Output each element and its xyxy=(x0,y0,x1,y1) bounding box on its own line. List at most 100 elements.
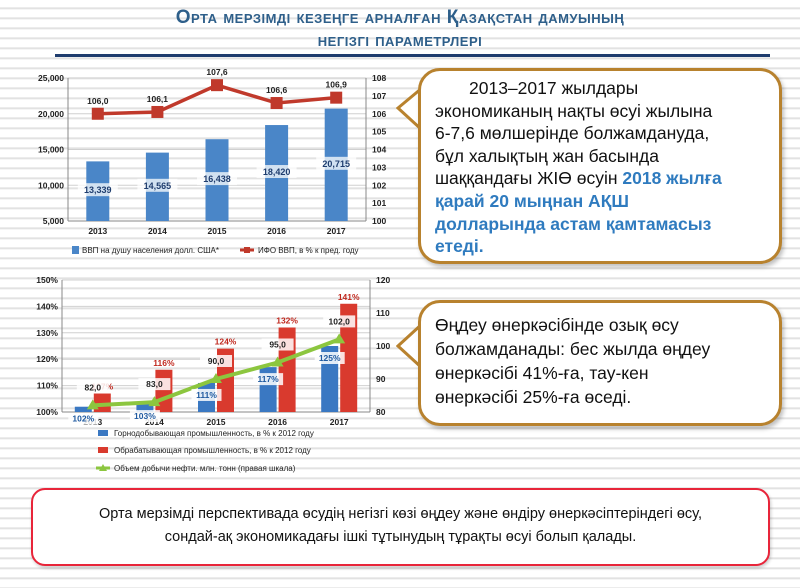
callout1-line8: етеді. xyxy=(435,236,484,257)
bar-mining xyxy=(136,404,154,412)
line-value-label: 83,0 xyxy=(146,379,163,389)
bar-value-label: 18,420 xyxy=(263,167,291,177)
callout1-line5b: 2018 жылға xyxy=(622,168,722,189)
chart1-bars xyxy=(86,108,348,221)
line-value-label: 102,0 xyxy=(329,316,351,326)
y2-tick-label: 101 xyxy=(372,198,386,208)
bar-label-bg xyxy=(137,178,178,192)
bar-value-label: 14,565 xyxy=(144,181,172,191)
line-value-label: 106,6 xyxy=(266,85,288,95)
title-line-1: Орта мерзімді кезеңге арналған Қазақстан… xyxy=(175,7,625,28)
legend-swatch-mining xyxy=(98,430,108,436)
legend-marker-oil xyxy=(99,464,107,471)
page-title: Орта мерзімді кезеңге арналған Қазақстан… xyxy=(0,6,800,52)
y2-tick-label: 100 xyxy=(376,341,390,351)
x-tick-label: 2014 xyxy=(148,226,167,236)
bar-value-label-mining: 111% xyxy=(196,390,217,400)
x-tick-label: 2016 xyxy=(268,417,287,427)
chart1-legend: ВВП на душу населения долл. США* ИФО ВВП,… xyxy=(72,246,359,255)
bar-manufacturing xyxy=(340,303,358,412)
legend-label-manufacturing: Обрабатывающая промышленность, в % к 201… xyxy=(114,446,311,455)
bar-value-label: 13,339 xyxy=(84,185,112,195)
line-point-gdp-index xyxy=(91,107,104,120)
legend-swatch-manufacturing xyxy=(98,447,108,453)
y-tick-label: 130% xyxy=(36,328,58,338)
y-tick-label: 5,000 xyxy=(43,216,65,226)
bar-manufacturing xyxy=(93,393,111,412)
callout2-line2: болжамданады: бес жылда өңдеу xyxy=(435,339,711,359)
gdp-per-capita-chart: 5,000 10,000 15,000 20,000 25,000 100 101 102 10… xyxy=(38,67,386,255)
x-tick-label: 2017 xyxy=(330,417,349,427)
x-tick-label: 2015 xyxy=(207,417,226,427)
line-value-label: 106,9 xyxy=(326,80,348,90)
line-point-gdp-index xyxy=(211,79,223,92)
line-value-label: 82,0 xyxy=(85,382,102,392)
summary-line2: сондай-ақ экономикадағы ішкі тұтынудың т… xyxy=(164,529,637,545)
x-tick-label: 2013 xyxy=(88,226,107,236)
line-label-bg xyxy=(323,315,356,328)
callout1-line4: бұл халықтың жан басында xyxy=(435,145,659,166)
y2-tick-label: 108 xyxy=(372,73,386,83)
callout2-line1: Өңдеу өнеркәсібінде озық өсу xyxy=(435,315,679,335)
chart2-line xyxy=(86,333,346,410)
line-label-bg xyxy=(200,355,232,367)
bar-label-bg xyxy=(191,388,222,401)
callout1-line5a: шаққандағы ЖІӨ өсуін xyxy=(435,168,623,189)
y-tick-label: 150% xyxy=(36,275,58,285)
line-point-gdp-index xyxy=(330,91,343,104)
y2-tick-label: 102 xyxy=(372,180,386,190)
bar-label-bg xyxy=(256,165,297,179)
chart1-labels: 13,339 14,565 16,438 18,420 20,715 106,0 106,1… xyxy=(77,67,357,197)
line-point-oil-output xyxy=(210,373,222,383)
line-label-bg xyxy=(261,338,294,351)
legend-marker-line xyxy=(244,247,250,253)
chart1-axes: 5,000 10,000 15,000 20,000 25,000 100 101 102 10… xyxy=(38,73,386,236)
bar-value-label-manufacturing: 132% xyxy=(276,316,298,326)
y-tick-label: 15,000 xyxy=(38,145,64,155)
legend-label-bar: ВВП на душу населения долл. США* xyxy=(82,246,219,255)
bar-value-label-mining: 125% xyxy=(319,353,341,363)
bar-value-label: 20,715 xyxy=(322,159,350,169)
callout1-line3: 6-7,6 мөлшерінде болжамдануда, xyxy=(435,123,710,144)
y2-tick-label: 100 xyxy=(372,216,386,226)
line-point-oil-output xyxy=(86,399,99,410)
y2-tick-label: 90 xyxy=(376,374,386,384)
y2-tick-label: 110 xyxy=(376,308,390,318)
y-tick-label: 100% xyxy=(36,407,58,417)
line-point-gdp-index xyxy=(270,97,283,110)
y2-tick-label: 103 xyxy=(372,162,386,172)
x-tick-label: 2017 xyxy=(327,226,346,236)
line-label-bg xyxy=(76,381,109,394)
y2-tick-label: 104 xyxy=(372,145,386,155)
y2-tick-label: 105 xyxy=(372,127,386,137)
legend-label-line: ИФО ВВП, в % к пред. году xyxy=(258,246,359,255)
callout2-line3: өнеркәсібі 41%-ға, тау-кен xyxy=(435,363,649,383)
line-value-label: 106,0 xyxy=(87,96,109,106)
bar-value-label-manufacturing: 116% xyxy=(153,358,175,368)
y2-tick-label: 106 xyxy=(372,109,386,119)
bar-label-bg xyxy=(68,412,99,425)
y-tick-label: 20,000 xyxy=(38,109,64,119)
line-value-label: 95,0 xyxy=(269,340,286,350)
y-tick-label: 10,000 xyxy=(38,180,64,190)
summary-note: Орта мерзімді перспективада өсудің негіз… xyxy=(31,488,770,566)
y-tick-label: 25,000 xyxy=(38,73,64,83)
line-value-label: 90,0 xyxy=(208,356,225,366)
callout1-line7: долларында астам қамтамасыз xyxy=(435,213,712,234)
y-tick-label: 120% xyxy=(36,354,58,364)
bar-label-bg xyxy=(197,172,237,186)
bar-mining xyxy=(74,406,92,412)
bar-label-bg xyxy=(316,156,357,170)
bar-value-label-mining: 117% xyxy=(257,374,279,384)
y-tick-label: 110% xyxy=(37,381,59,391)
line-value-label: 106,1 xyxy=(147,94,169,104)
bar-value-label-manufacturing: 141% xyxy=(338,292,360,302)
callout1-line6: қарай 20 мыңнан АҚШ xyxy=(435,190,629,211)
callout1-line2: экономиканың нақты өсуі жылына xyxy=(435,100,713,121)
bar-value-label-mining: 103% xyxy=(134,411,156,421)
summary-line1: Орта мерзімді перспективада өсудің негіз… xyxy=(99,506,702,522)
legend-swatch-bar xyxy=(72,246,79,254)
line-point-oil-output xyxy=(333,333,346,344)
line-point-gdp-index xyxy=(151,105,164,118)
line-value-label: 107,6 xyxy=(206,67,228,77)
